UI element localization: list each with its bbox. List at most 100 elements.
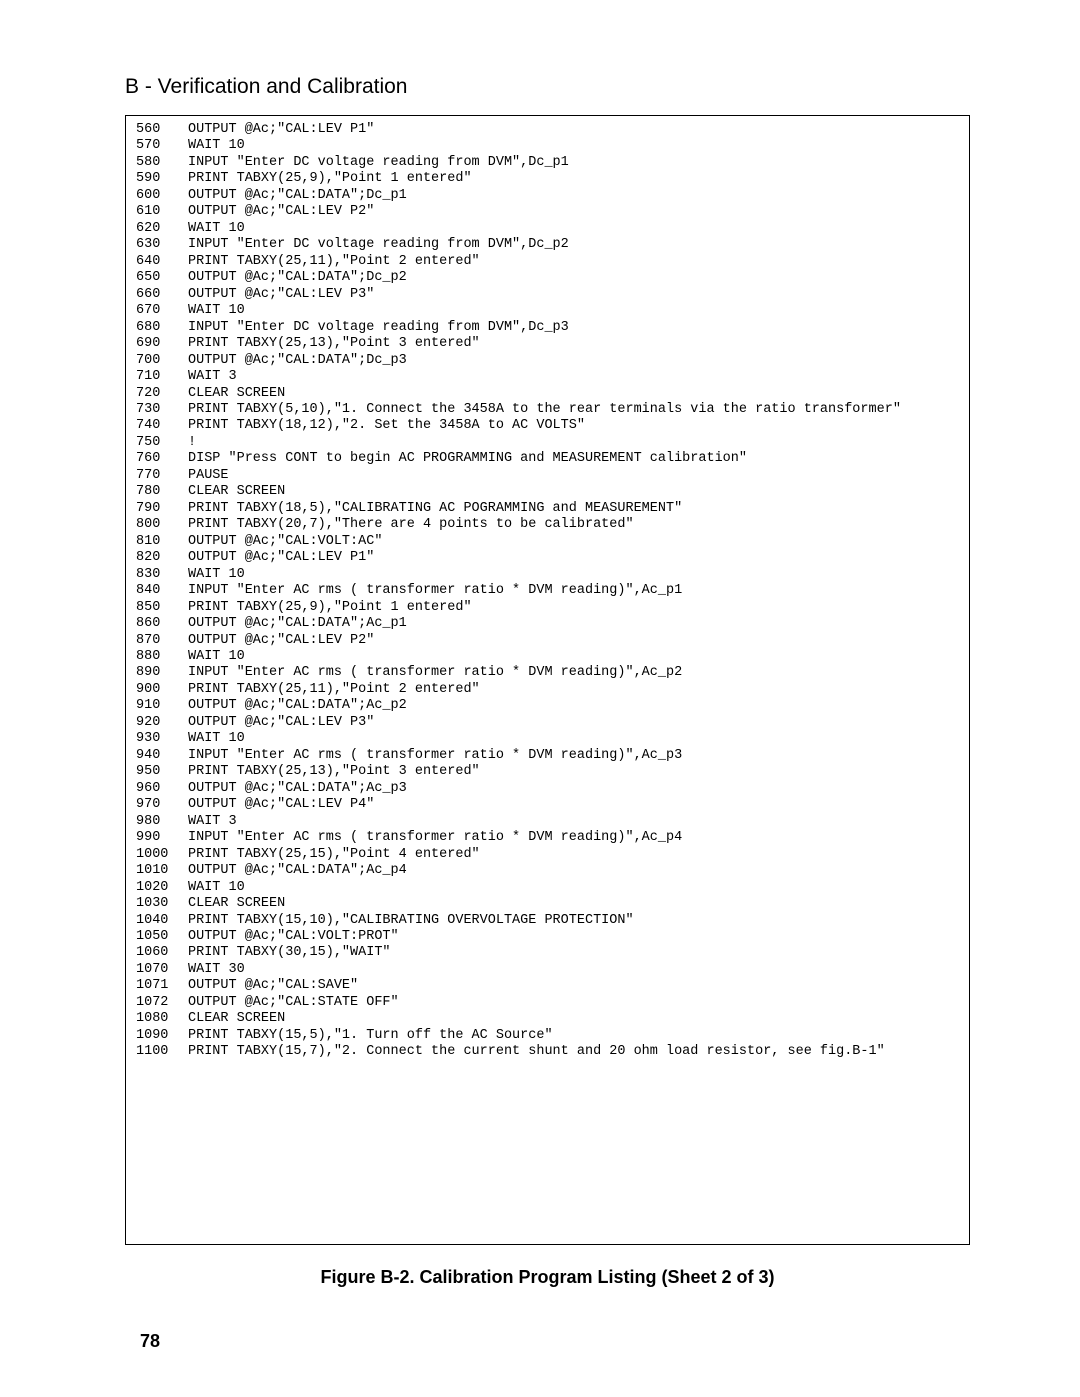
code-line: 910OUTPUT @Ac;"CAL:DATA";Ac_p2 [136, 698, 959, 714]
code-line: 700OUTPUT @Ac;"CAL:DATA";Dc_p3 [136, 353, 959, 369]
code-text: OUTPUT @Ac;"CAL:DATA";Ac_p1 [188, 616, 407, 631]
code-line: 800PRINT TABXY(20,7),"There are 4 points… [136, 517, 959, 533]
code-line: 760DISP "Press CONT to begin AC PROGRAMM… [136, 451, 959, 467]
code-text: OUTPUT @Ac;"CAL:DATA";Ac_p4 [188, 863, 407, 878]
code-line: 570WAIT 10 [136, 138, 959, 154]
line-number: 1020 [136, 880, 188, 896]
code-line: 1090PRINT TABXY(15,5),"1. Turn off the A… [136, 1028, 959, 1044]
code-text: WAIT 10 [188, 731, 245, 746]
code-line: 790PRINT TABXY(18,5),"CALIBRATING AC POG… [136, 501, 959, 517]
code-line: 740PRINT TABXY(18,12),"2. Set the 3458A … [136, 418, 959, 434]
code-text: OUTPUT @Ac;"CAL:LEV P3" [188, 715, 374, 730]
code-line: 660OUTPUT @Ac;"CAL:LEV P3" [136, 287, 959, 303]
code-text: PRINT TABXY(30,15),"WAIT" [188, 945, 391, 960]
code-text: CLEAR SCREEN [188, 484, 285, 499]
code-line: 780CLEAR SCREEN [136, 484, 959, 500]
code-text: PAUSE [188, 468, 229, 483]
code-text: OUTPUT @Ac;"CAL:SAVE" [188, 978, 358, 993]
code-line: 970OUTPUT @Ac;"CAL:LEV P4" [136, 797, 959, 813]
document-page: B - Verification and Calibration 560OUTP… [0, 0, 1080, 1397]
code-text: WAIT 10 [188, 880, 245, 895]
code-line: 1050OUTPUT @Ac;"CAL:VOLT:PROT" [136, 929, 959, 945]
code-text: CLEAR SCREEN [188, 1011, 285, 1026]
line-number: 600 [136, 188, 188, 204]
code-text: OUTPUT @Ac;"CAL:VOLT:AC" [188, 534, 382, 549]
code-text: OUTPUT @Ac;"CAL:LEV P4" [188, 797, 374, 812]
line-number: 850 [136, 600, 188, 616]
code-line: 1010OUTPUT @Ac;"CAL:DATA";Ac_p4 [136, 863, 959, 879]
code-line: 1080CLEAR SCREEN [136, 1011, 959, 1027]
line-number: 790 [136, 501, 188, 517]
code-text: OUTPUT @Ac;"CAL:DATA";Dc_p3 [188, 353, 407, 368]
line-number: 640 [136, 254, 188, 270]
code-text: PRINT TABXY(18,5),"CALIBRATING AC POGRAM… [188, 501, 682, 516]
page-number: 78 [140, 1331, 160, 1352]
code-line: 1040PRINT TABXY(15,10),"CALIBRATING OVER… [136, 913, 959, 929]
code-text: WAIT 3 [188, 369, 237, 384]
line-number: 710 [136, 369, 188, 385]
code-text: PRINT TABXY(25,9),"Point 1 entered" [188, 171, 472, 186]
code-line: 610OUTPUT @Ac;"CAL:LEV P2" [136, 204, 959, 220]
code-line: 1020WAIT 10 [136, 880, 959, 896]
line-number: 980 [136, 814, 188, 830]
code-text: CLEAR SCREEN [188, 386, 285, 401]
line-number: 580 [136, 155, 188, 171]
line-number: 780 [136, 484, 188, 500]
code-line: 630INPUT "Enter DC voltage reading from … [136, 237, 959, 253]
code-line: 930WAIT 10 [136, 731, 959, 747]
code-line: 840INPUT "Enter AC rms ( transformer rat… [136, 583, 959, 599]
line-number: 1060 [136, 945, 188, 961]
code-text: PRINT TABXY(25,9),"Point 1 entered" [188, 600, 472, 615]
line-number: 590 [136, 171, 188, 187]
code-line: 680INPUT "Enter DC voltage reading from … [136, 320, 959, 336]
code-text: WAIT 30 [188, 962, 245, 977]
code-text: WAIT 10 [188, 567, 245, 582]
code-line: 950PRINT TABXY(25,13),"Point 3 entered" [136, 764, 959, 780]
code-line: 720CLEAR SCREEN [136, 386, 959, 402]
code-line: 580INPUT "Enter DC voltage reading from … [136, 155, 959, 171]
code-text: OUTPUT @Ac;"CAL:DATA";Ac_p2 [188, 698, 407, 713]
line-number: 1010 [136, 863, 188, 879]
code-line: 1070WAIT 30 [136, 962, 959, 978]
code-text: OUTPUT @Ac;"CAL:LEV P1" [188, 122, 374, 137]
code-line: 1060PRINT TABXY(30,15),"WAIT" [136, 945, 959, 961]
code-text: WAIT 10 [188, 221, 245, 236]
code-text: PRINT TABXY(25,13),"Point 3 entered" [188, 336, 480, 351]
line-number: 990 [136, 830, 188, 846]
code-text: INPUT "Enter AC rms ( transformer ratio … [188, 665, 682, 680]
code-text: PRINT TABXY(20,7),"There are 4 points to… [188, 517, 634, 532]
code-line: 1030CLEAR SCREEN [136, 896, 959, 912]
line-number: 930 [136, 731, 188, 747]
code-line: 1100PRINT TABXY(15,7),"2. Connect the cu… [136, 1044, 959, 1060]
code-line: 640PRINT TABXY(25,11),"Point 2 entered" [136, 254, 959, 270]
code-line: 820OUTPUT @Ac;"CAL:LEV P1" [136, 550, 959, 566]
code-line: 850PRINT TABXY(25,9),"Point 1 entered" [136, 600, 959, 616]
code-line: 560OUTPUT @Ac;"CAL:LEV P1" [136, 122, 959, 138]
code-text: INPUT "Enter AC rms ( transformer ratio … [188, 583, 682, 598]
line-number: 940 [136, 748, 188, 764]
code-line: 810OUTPUT @Ac;"CAL:VOLT:AC" [136, 534, 959, 550]
line-number: 660 [136, 287, 188, 303]
code-text: PRINT TABXY(25,15),"Point 4 entered" [188, 847, 480, 862]
line-number: 720 [136, 386, 188, 402]
line-number: 1080 [136, 1011, 188, 1027]
code-text: OUTPUT @Ac;"CAL:LEV P2" [188, 633, 374, 648]
code-line: 750! [136, 435, 959, 451]
code-text: PRINT TABXY(5,10),"1. Connect the 3458A … [188, 402, 901, 417]
code-text: INPUT "Enter AC rms ( transformer ratio … [188, 830, 682, 845]
line-number: 910 [136, 698, 188, 714]
code-text: OUTPUT @Ac;"CAL:STATE OFF" [188, 995, 399, 1010]
line-number: 800 [136, 517, 188, 533]
line-number: 1040 [136, 913, 188, 929]
line-number: 690 [136, 336, 188, 352]
line-number: 820 [136, 550, 188, 566]
code-line: 1072OUTPUT @Ac;"CAL:STATE OFF" [136, 995, 959, 1011]
code-line: 830WAIT 10 [136, 567, 959, 583]
line-number: 880 [136, 649, 188, 665]
code-line: 690PRINT TABXY(25,13),"Point 3 entered" [136, 336, 959, 352]
code-line: 620WAIT 10 [136, 221, 959, 237]
line-number: 1000 [136, 847, 188, 863]
line-number: 630 [136, 237, 188, 253]
code-line: 600OUTPUT @Ac;"CAL:DATA";Dc_p1 [136, 188, 959, 204]
code-line: 940INPUT "Enter AC rms ( transformer rat… [136, 748, 959, 764]
